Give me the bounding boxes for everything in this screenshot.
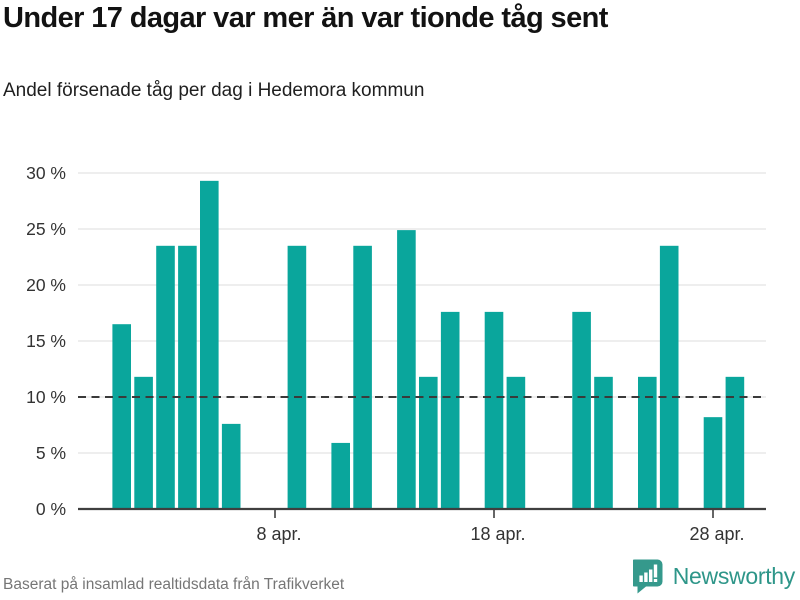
bar: [440, 311, 460, 509]
bar: [725, 376, 745, 509]
newsworthy-bubble-icon: [632, 559, 663, 594]
bar: [221, 423, 241, 509]
y-axis-tick-label: 20 %: [26, 275, 66, 295]
bar: [419, 376, 438, 509]
x-axis-tick-label: 18 apr.: [470, 524, 525, 544]
logo-exclamation-dot: [653, 579, 657, 582]
bar: [397, 230, 416, 509]
bar: [134, 376, 153, 509]
y-axis-tick-label: 30 %: [26, 163, 66, 183]
bar: [331, 442, 350, 509]
speech-bubble-shape: [632, 559, 663, 594]
bar: [572, 311, 591, 509]
bar: [178, 245, 197, 510]
bar: [200, 180, 219, 509]
bar: [484, 311, 504, 509]
bar: [156, 245, 175, 510]
bar: [659, 245, 679, 510]
bar: [506, 376, 526, 509]
bar: [287, 245, 307, 510]
y-axis-tick-label: 0 %: [36, 499, 66, 519]
page-title: Under 17 dagar var mer än var tionde tåg…: [3, 2, 608, 34]
newsworthy-logo: Newsworthy: [632, 558, 796, 595]
bar: [353, 245, 372, 510]
x-axis-tick-label: 8 apr.: [256, 524, 301, 544]
logo-exclamation-bar: [653, 564, 657, 578]
delayed-trains-bar-chart: 0 % 5 % 10 % 15 % 20 % 25 % 30 % 8 apr. 18 apr. 2…: [26, 163, 766, 544]
bar: [703, 417, 723, 509]
logo-bar-3: [648, 569, 653, 582]
bar: [594, 376, 613, 509]
bar: [638, 376, 657, 509]
brand-name: Newsworthy: [672, 563, 796, 589]
source-note: Baserat på insamlad realtidsdata från Tr…: [3, 576, 345, 593]
logo-bar-1: [639, 575, 643, 582]
y-axis-tick-label: 15 %: [26, 331, 66, 351]
y-axis-tick-label: 10 %: [26, 387, 66, 407]
logo-bar-2: [643, 572, 648, 582]
x-axis-tick-label: 28 apr.: [689, 524, 744, 544]
y-axis-tick-label: 5 %: [36, 443, 66, 463]
chart-subtitle: Andel försenade tåg per dag i Hedemora k…: [3, 80, 425, 101]
y-axis-tick-label: 25 %: [26, 219, 66, 239]
bar: [112, 324, 131, 509]
